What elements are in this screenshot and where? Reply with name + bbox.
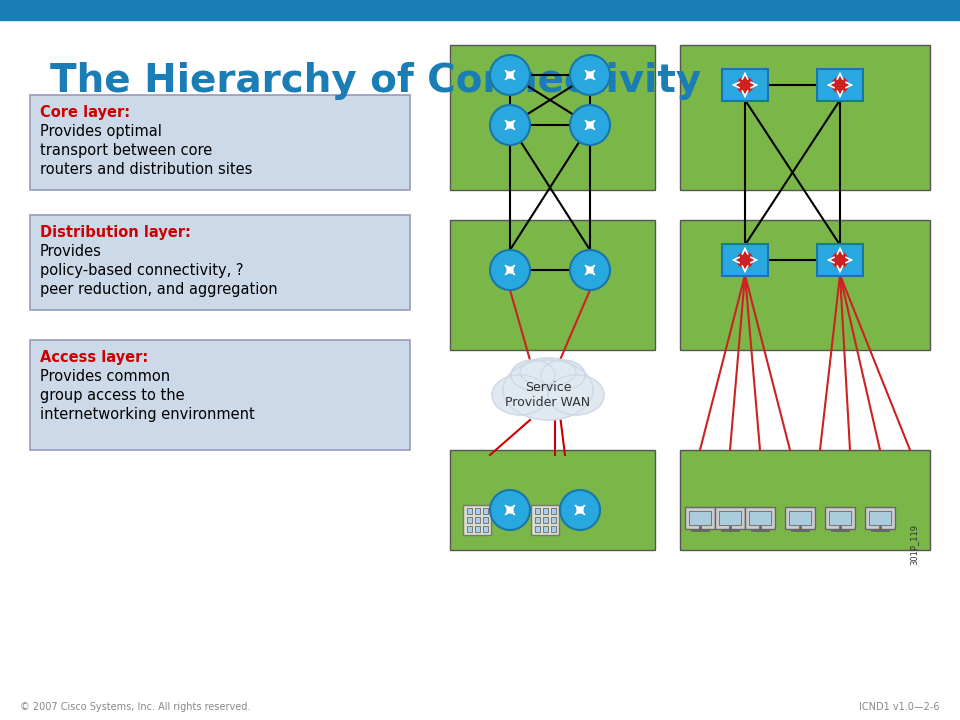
Text: © 2007 Cisco Systems, Inc. All rights reserved.: © 2007 Cisco Systems, Inc. All rights re… xyxy=(20,702,251,712)
FancyBboxPatch shape xyxy=(467,526,472,532)
FancyBboxPatch shape xyxy=(817,243,863,276)
FancyBboxPatch shape xyxy=(715,507,745,529)
FancyBboxPatch shape xyxy=(475,517,480,523)
FancyBboxPatch shape xyxy=(749,511,771,525)
FancyBboxPatch shape xyxy=(30,95,410,190)
Text: routers and distribution sites: routers and distribution sites xyxy=(40,162,252,177)
Circle shape xyxy=(490,105,530,145)
FancyBboxPatch shape xyxy=(722,243,768,276)
Circle shape xyxy=(832,252,848,268)
Circle shape xyxy=(737,252,753,268)
FancyBboxPatch shape xyxy=(825,507,855,529)
FancyBboxPatch shape xyxy=(535,508,540,514)
FancyBboxPatch shape xyxy=(450,45,655,190)
FancyBboxPatch shape xyxy=(869,511,891,525)
Text: Provides common: Provides common xyxy=(40,369,170,384)
FancyBboxPatch shape xyxy=(483,508,488,514)
Text: peer reduction, and aggregation: peer reduction, and aggregation xyxy=(40,282,277,297)
FancyBboxPatch shape xyxy=(685,507,715,529)
Circle shape xyxy=(832,77,848,93)
Text: Provides optimal: Provides optimal xyxy=(40,124,162,139)
Text: Distribution layer:: Distribution layer: xyxy=(40,225,191,240)
FancyBboxPatch shape xyxy=(543,508,548,514)
FancyBboxPatch shape xyxy=(719,511,741,525)
Ellipse shape xyxy=(541,360,585,390)
Bar xyxy=(0,0,960,20)
Text: 301P_119: 301P_119 xyxy=(909,524,918,565)
Text: internetworking environment: internetworking environment xyxy=(40,407,254,422)
Text: policy-based connectivity, ?: policy-based connectivity, ? xyxy=(40,263,244,278)
Circle shape xyxy=(490,55,530,95)
FancyBboxPatch shape xyxy=(745,507,775,529)
FancyBboxPatch shape xyxy=(463,505,491,535)
FancyBboxPatch shape xyxy=(475,508,480,514)
Circle shape xyxy=(490,490,530,530)
FancyBboxPatch shape xyxy=(475,526,480,532)
FancyBboxPatch shape xyxy=(680,450,930,550)
FancyBboxPatch shape xyxy=(450,220,655,350)
Text: Access layer:: Access layer: xyxy=(40,350,148,365)
Text: Core layer:: Core layer: xyxy=(40,105,131,120)
FancyBboxPatch shape xyxy=(789,511,811,525)
FancyBboxPatch shape xyxy=(551,508,556,514)
FancyBboxPatch shape xyxy=(535,526,540,532)
FancyBboxPatch shape xyxy=(722,68,768,102)
FancyBboxPatch shape xyxy=(817,68,863,102)
Circle shape xyxy=(490,250,530,290)
FancyBboxPatch shape xyxy=(689,511,711,525)
FancyBboxPatch shape xyxy=(551,517,556,523)
Text: transport between core: transport between core xyxy=(40,143,212,158)
FancyBboxPatch shape xyxy=(865,507,895,529)
FancyBboxPatch shape xyxy=(829,511,851,525)
FancyBboxPatch shape xyxy=(551,526,556,532)
FancyBboxPatch shape xyxy=(785,507,815,529)
Ellipse shape xyxy=(503,360,593,420)
FancyBboxPatch shape xyxy=(483,517,488,523)
Ellipse shape xyxy=(492,375,548,415)
Circle shape xyxy=(737,77,753,93)
FancyBboxPatch shape xyxy=(30,340,410,450)
FancyBboxPatch shape xyxy=(531,505,559,535)
FancyBboxPatch shape xyxy=(680,220,930,350)
Ellipse shape xyxy=(520,358,576,386)
FancyBboxPatch shape xyxy=(543,517,548,523)
Circle shape xyxy=(570,55,610,95)
FancyBboxPatch shape xyxy=(543,526,548,532)
FancyBboxPatch shape xyxy=(535,517,540,523)
FancyBboxPatch shape xyxy=(30,215,410,310)
Circle shape xyxy=(570,250,610,290)
Circle shape xyxy=(570,105,610,145)
Circle shape xyxy=(560,490,600,530)
FancyBboxPatch shape xyxy=(467,517,472,523)
Ellipse shape xyxy=(548,375,604,415)
Text: group access to the: group access to the xyxy=(40,388,184,403)
FancyBboxPatch shape xyxy=(680,45,930,190)
Ellipse shape xyxy=(511,360,555,390)
Text: Service
Provider WAN: Service Provider WAN xyxy=(505,381,590,409)
Text: ICND1 v1.0—2-6: ICND1 v1.0—2-6 xyxy=(859,702,940,712)
FancyBboxPatch shape xyxy=(450,450,655,550)
FancyBboxPatch shape xyxy=(467,508,472,514)
FancyBboxPatch shape xyxy=(483,526,488,532)
Text: The Hierarchy of Connectivity: The Hierarchy of Connectivity xyxy=(50,62,701,100)
Text: Provides: Provides xyxy=(40,244,102,259)
